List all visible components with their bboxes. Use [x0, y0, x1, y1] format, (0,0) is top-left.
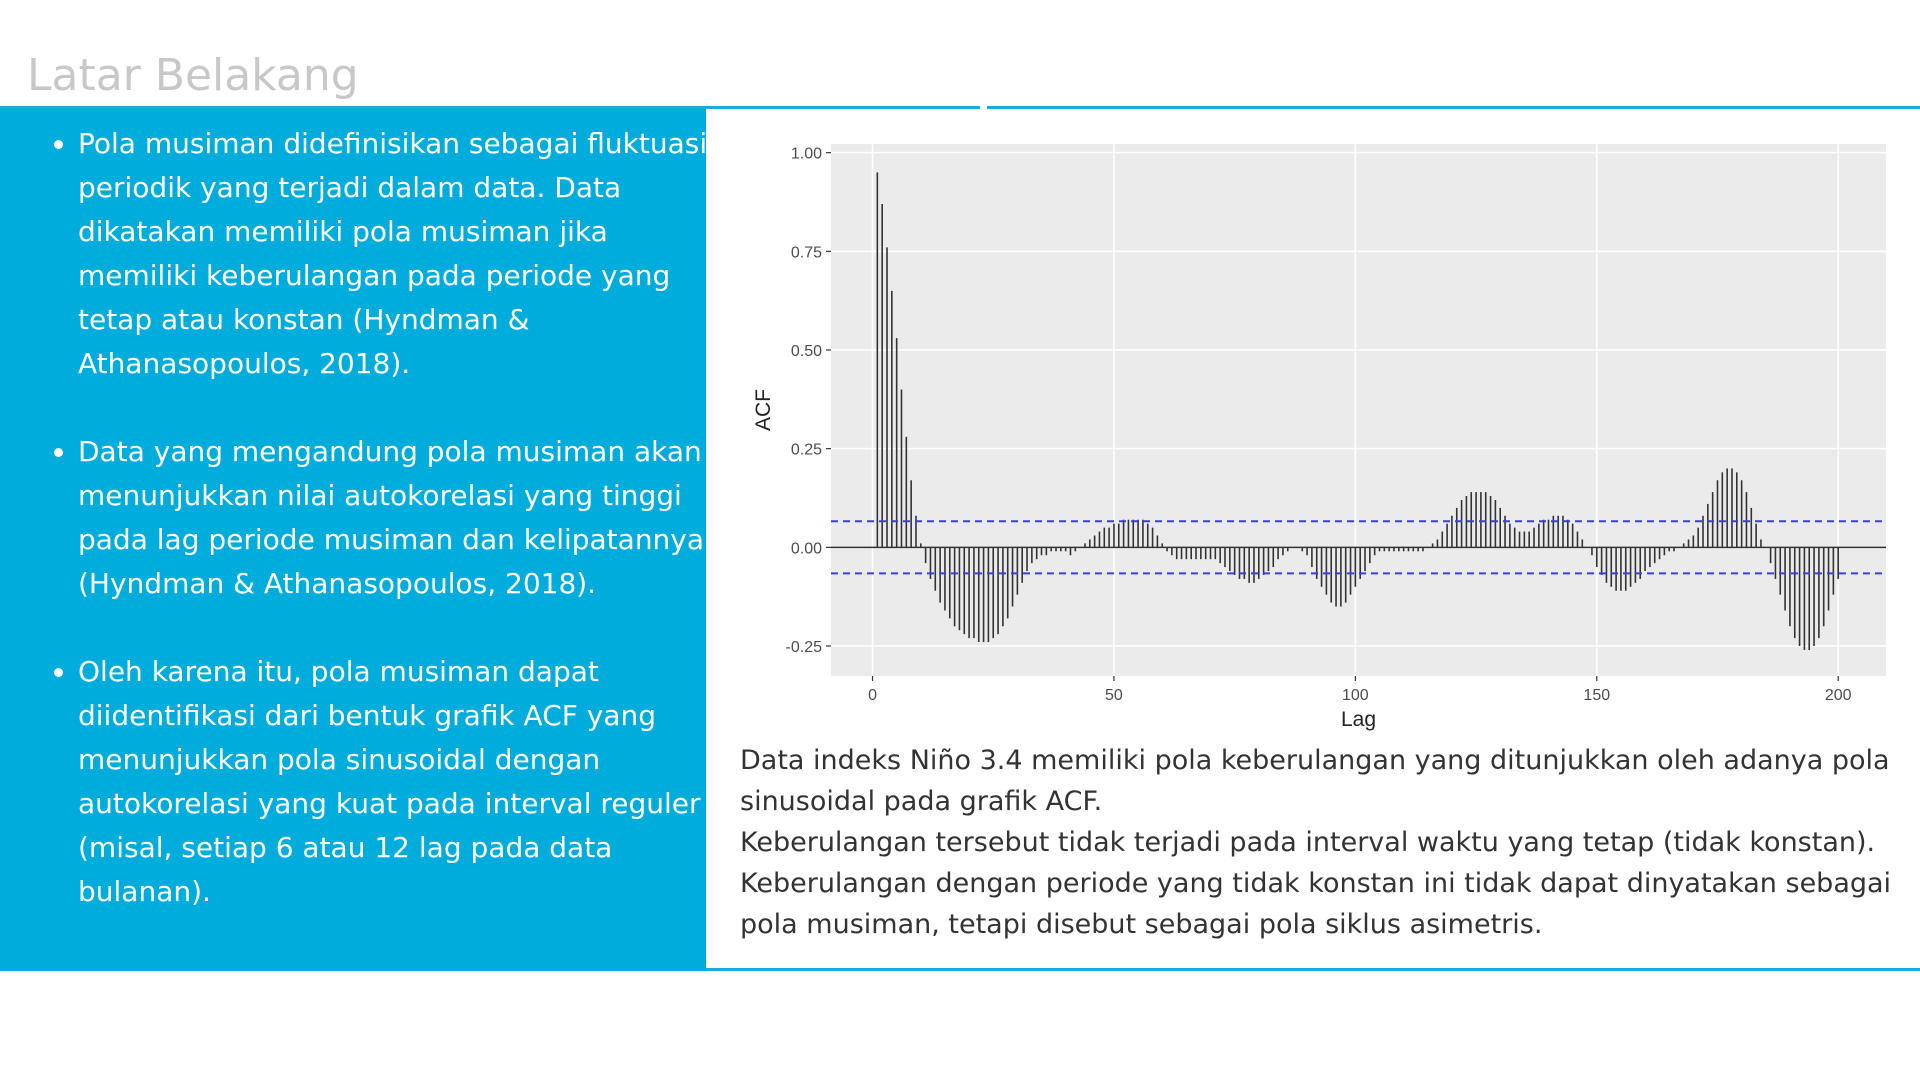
y-tick-label: 0.00 [791, 540, 822, 557]
y-tick-label: 1.00 [791, 146, 822, 163]
x-axis-label: Lag [1341, 708, 1376, 731]
bullet: Oleh karena itu, pola musiman dapat diid… [78, 650, 714, 914]
x-tick-label: 150 [1583, 687, 1610, 704]
x-tick-label: 50 [1105, 687, 1123, 704]
bullet-panel [0, 109, 706, 971]
y-tick-label: 0.50 [791, 343, 822, 360]
bullet: Pola musiman didefinisikan sebagai flukt… [78, 122, 714, 386]
bottom-rule [706, 968, 1920, 971]
top-rule [987, 106, 1920, 109]
bullet: Data yang mengandung pola musiman akan m… [78, 430, 714, 606]
top-rule [0, 106, 980, 109]
slide-title: Latar Belakang [27, 50, 359, 101]
y-tick-label: -0.25 [786, 639, 823, 656]
caption-line: Data indeks Niño 3.4 memiliki pola keber… [740, 745, 1890, 817]
y-axis-label: ACF [752, 389, 775, 431]
x-tick-label: 0 [868, 687, 877, 704]
caption-line: Keberulangan tersebut tidak terjadi pada… [740, 827, 1876, 858]
x-tick-label: 200 [1825, 687, 1852, 704]
bullet-list: Pola musiman didefinisikan sebagai flukt… [38, 122, 714, 958]
y-tick-label: 0.25 [791, 442, 822, 459]
y-tick-label: 0.75 [791, 244, 822, 261]
acf-chart: -0.25 0.00 0.25 0.50 0.75 1.00 0 50 100 150 200 Lag… [752, 144, 1886, 731]
plot-background [831, 144, 1886, 676]
caption: Data indeks Niño 3.4 memiliki pola keber… [740, 740, 1900, 945]
x-tick-label: 100 [1342, 687, 1369, 704]
caption-line: Keberulangan dengan periode yang tidak k… [740, 868, 1892, 940]
